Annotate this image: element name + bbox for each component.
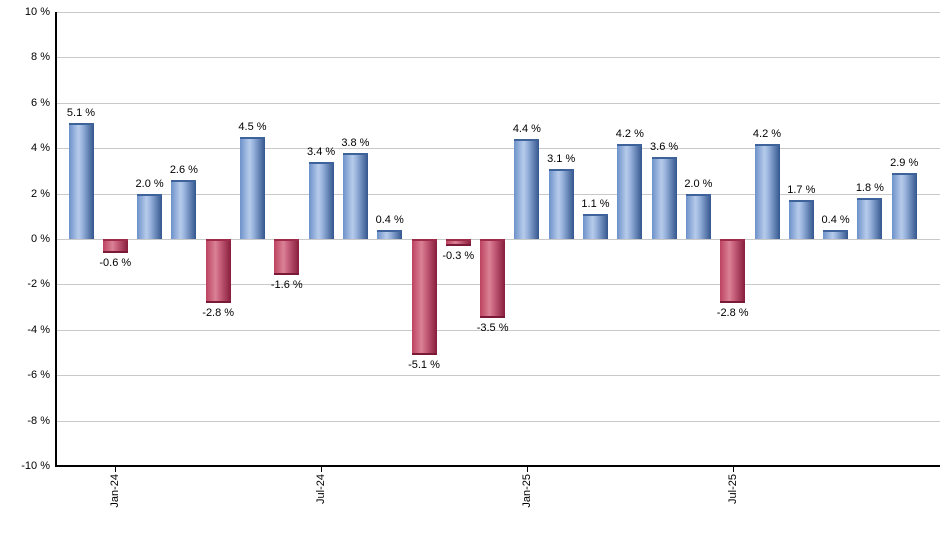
bar-negative [411,239,437,355]
y-axis-tick-label: -8 % [27,414,50,427]
bar-value-label: 4.2 % [615,127,644,140]
gridline [57,375,940,377]
bar-value-label: 4.4 % [512,123,541,136]
y-axis-tick-label: 10 % [24,6,50,18]
bar-value-label: -0.6 % [99,256,132,269]
x-axis-tick-label: Jul-24 [315,474,328,504]
bar-positive [754,143,780,239]
gridline [57,102,940,104]
x-axis-tick-label: Jan-24 [109,474,122,508]
x-axis-tick [526,467,528,472]
x-axis-tick [115,467,117,472]
bar-value-label: 3.4 % [307,145,336,158]
bar-positive [857,198,883,239]
y-axis-tick-label: 0 % [31,233,50,245]
bar-value-label: 3.6 % [650,141,679,154]
bar-value-label: 3.8 % [341,136,370,149]
y-axis-tick-label: 8 % [31,51,50,64]
bar-positive [171,179,197,239]
bar-positive [342,152,368,239]
y-axis-tick-label: -4 % [27,323,50,336]
bar-negative [445,239,471,246]
bar-value-label: 0.4 % [375,213,404,226]
x-axis-tick [321,467,323,472]
bar-positive [583,214,608,239]
bar-positive [514,139,540,239]
bar-positive [548,168,574,239]
bar-negative [720,239,746,303]
y-axis-tick-label: -2 % [27,278,50,291]
bar-value-label: -1.6 % [270,279,303,292]
bar-value-label: 0.4 % [821,213,850,226]
bar-positive [308,161,334,239]
bar-positive [651,157,677,239]
gridline [57,193,940,195]
bar-positive [788,200,814,239]
bar-value-label: 4.2 % [752,127,782,140]
bar-positive [891,173,917,239]
bar-value-label: 3.1 % [547,152,576,165]
bar-positive [137,193,163,239]
bar-value-label: 5.1 % [66,107,96,120]
x-axis-tick-label: Jan-25 [520,474,533,508]
bar-positive [617,143,643,239]
bar-positive [68,123,94,239]
bar-value-label: -2.8 % [202,306,235,319]
bar-negative [480,239,506,319]
bar-negative [102,239,128,253]
y-axis-tick-label: -10 % [21,460,50,472]
gridline [57,12,940,13]
bar-value-label: -3.5 % [476,322,509,335]
bar-value-label: -2.8 % [716,306,749,319]
x-axis-tick [732,467,734,472]
x-axis-line [55,465,940,467]
bar-value-label: -5.1 % [408,358,440,371]
x-axis-tick-label: Jul-25 [726,474,739,504]
y-axis-tick-label: 6 % [31,96,50,109]
y-axis-tick-label: -6 % [27,369,50,382]
bar-value-label: 1.7 % [787,184,816,197]
bar-value-label: 1.8 % [855,182,884,195]
bar-negative [274,239,300,276]
bar-positive [377,229,403,239]
gridline [57,329,940,331]
bar-negative [205,239,231,303]
gridline [57,148,940,150]
bar-positive [240,136,265,239]
bar-positive [685,193,711,239]
bar-value-label: -0.3 % [442,249,475,262]
bar-value-label: 2.6 % [169,163,198,176]
bar-value-label: 4.5 % [238,120,267,133]
bar-value-label: 2.0 % [684,177,713,190]
gridline [57,57,940,59]
y-axis-tick-label: 4 % [31,142,50,155]
bar-value-label: 2.0 % [135,177,164,190]
y-axis-tick-label: 2 % [31,187,50,200]
gridline [57,420,940,422]
y-axis-line [55,12,57,466]
bar-value-label: 1.1 % [581,198,610,211]
bar-positive [823,229,849,239]
bar-value-label: 2.9 % [890,157,919,170]
